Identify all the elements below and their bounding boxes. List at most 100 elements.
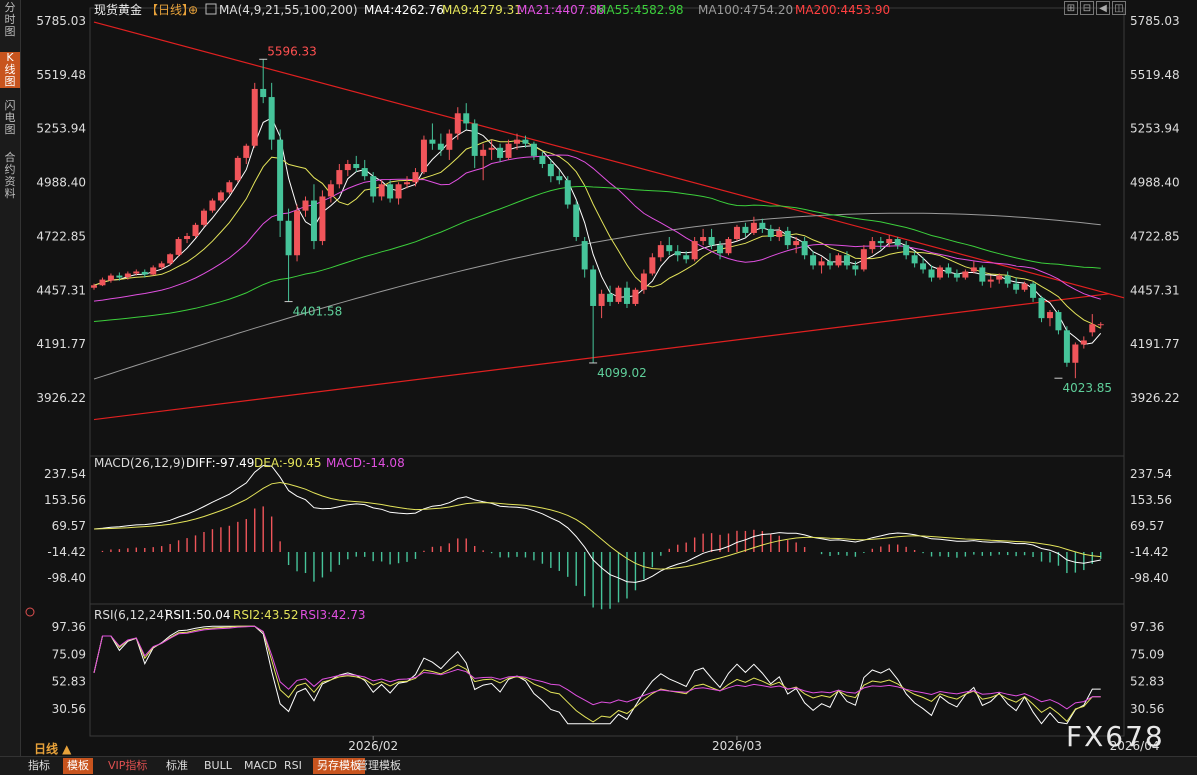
price-tick-right-1: 5519.48	[1130, 68, 1180, 82]
prev-icon[interactable]: ◀	[1096, 1, 1110, 15]
kline-chart[interactable]: 5785.03 5785.03 5519.48 5519.48 5253.94 5253.…	[0, 0, 1197, 756]
macd-diff-line	[93, 464, 1101, 583]
view-tab-1[interactable]: K 线 图	[0, 52, 20, 88]
candle-body	[505, 143, 512, 158]
period-name: 【日线】	[146, 3, 194, 17]
price-tick-left-6: 4191.77	[36, 337, 86, 351]
candle-body	[530, 143, 537, 156]
candle-body	[657, 245, 664, 258]
reset-icon[interactable]: ◫	[1112, 1, 1126, 15]
candle-body	[640, 273, 647, 290]
candle-body	[970, 267, 977, 272]
candle-body	[539, 155, 546, 164]
macd-tick-left-1: 153.56	[44, 493, 86, 507]
macd-tick-left-2: 69.57	[52, 519, 86, 533]
bottom-tab-8[interactable]: 管理模板	[357, 759, 401, 772]
candle-body	[903, 245, 910, 256]
candle-body	[260, 88, 267, 98]
bottom-tab-7[interactable]: 另存模板	[313, 758, 365, 774]
macd-label: MACD(26,12,9)	[94, 456, 185, 470]
candle-body	[683, 255, 690, 260]
rsi-value-2: RSI3:42.73	[300, 608, 366, 622]
ma-value-5: MA200:4453.90	[795, 3, 890, 17]
candle-body	[167, 254, 174, 264]
bottom-tab-4[interactable]: BULL	[204, 759, 232, 772]
bottom-tab-0[interactable]: 指标	[28, 759, 50, 772]
candle-body	[750, 222, 757, 233]
price-tick-right-3: 4988.40	[1130, 176, 1180, 190]
candle-body	[733, 226, 740, 240]
candle-body	[184, 235, 191, 240]
candle-body	[793, 241, 800, 246]
candle-body	[310, 200, 317, 242]
view-tab-0[interactable]: 分 时 图	[4, 1, 16, 38]
price-tick-left-0: 5785.03	[36, 14, 86, 28]
candle-body	[615, 287, 622, 302]
candle-body	[302, 200, 309, 211]
candle-body	[547, 163, 554, 177]
support-trendline	[93, 293, 1109, 421]
indicator-gear-icon	[25, 607, 35, 617]
rsi-label: RSI(6,12,24)	[94, 608, 169, 622]
candle-body	[514, 139, 520, 144]
bottom-tab-3[interactable]: 标准	[166, 759, 188, 772]
price-tick-left-3: 4988.40	[36, 176, 86, 190]
macd-tick-left-3: -14.42	[47, 545, 86, 559]
view-tab-2[interactable]: 闪 电 图	[4, 99, 16, 136]
macd-tick-right-2: 69.57	[1130, 519, 1164, 533]
rsi-tick-left-0: 97.36	[52, 620, 86, 634]
watermark-logo: FX678	[1066, 720, 1165, 753]
ma55-line	[93, 185, 1101, 322]
expand-icon[interactable]: ⊞	[1064, 1, 1078, 15]
candle-body	[1046, 312, 1053, 319]
candle-body	[607, 293, 614, 302]
ma9-line	[93, 139, 1101, 329]
candle-body	[1030, 283, 1037, 298]
candle-body	[1063, 330, 1070, 363]
candle-body	[463, 113, 470, 124]
macd-tick-left-0: 237.54	[44, 467, 86, 481]
candle-body	[420, 139, 427, 173]
candle-body	[133, 271, 140, 274]
price-tick-left-5: 4457.31	[36, 283, 86, 297]
rsi-tick-right-3: 30.56	[1130, 702, 1164, 716]
candle-body	[158, 263, 165, 268]
price-tick-left-1: 5519.48	[36, 68, 86, 82]
bottom-tab-6[interactable]: RSI	[284, 759, 302, 772]
candle-body	[835, 255, 842, 266]
candle-body	[497, 147, 504, 158]
candle-body	[759, 222, 766, 229]
candle-body	[556, 176, 563, 181]
candle-body	[708, 237, 715, 246]
rsi-tick-left-2: 52.83	[52, 675, 86, 689]
period-label[interactable]: 日线 ▲	[34, 742, 72, 756]
candle-body	[107, 275, 114, 281]
candle-body	[370, 176, 377, 197]
price-tick-right-4: 4722.85	[1130, 229, 1180, 243]
rsi-value-0: RSI1:50.04	[165, 608, 231, 622]
candle-body	[437, 143, 444, 150]
rsi3-line	[93, 625, 1101, 710]
zoom-out-icon[interactable]: ⊟	[1080, 1, 1094, 15]
candle-body	[869, 241, 876, 250]
view-tab-3[interactable]: 合 约 资 料	[4, 151, 16, 200]
candle-body	[979, 267, 986, 282]
candle-body	[522, 139, 529, 144]
bottom-tab-5[interactable]: MACD	[244, 759, 277, 772]
bottom-toolbar: 指标 模板 VIP指标 标准 BULL MACD RSI 另存模板 管理模板	[0, 756, 1197, 775]
candle-body	[217, 192, 224, 201]
candles-group	[91, 59, 1104, 379]
candle-body	[1072, 344, 1079, 363]
price-tick-left-7: 3926.22	[36, 391, 86, 405]
price-tick-right-7: 3926.22	[1130, 391, 1180, 405]
bottom-tab-2[interactable]: VIP指标	[108, 759, 148, 772]
candle-body	[471, 123, 478, 156]
candle-body	[285, 220, 292, 256]
x-tick-label-0: 2026/02	[348, 739, 398, 753]
bottom-tab-1[interactable]: 模板	[63, 758, 93, 774]
candle-body	[987, 279, 994, 282]
candle-body	[945, 267, 952, 274]
candle-body	[480, 149, 487, 156]
rsi2-line	[93, 625, 1101, 723]
price-tick-left-4: 4722.85	[36, 229, 86, 243]
